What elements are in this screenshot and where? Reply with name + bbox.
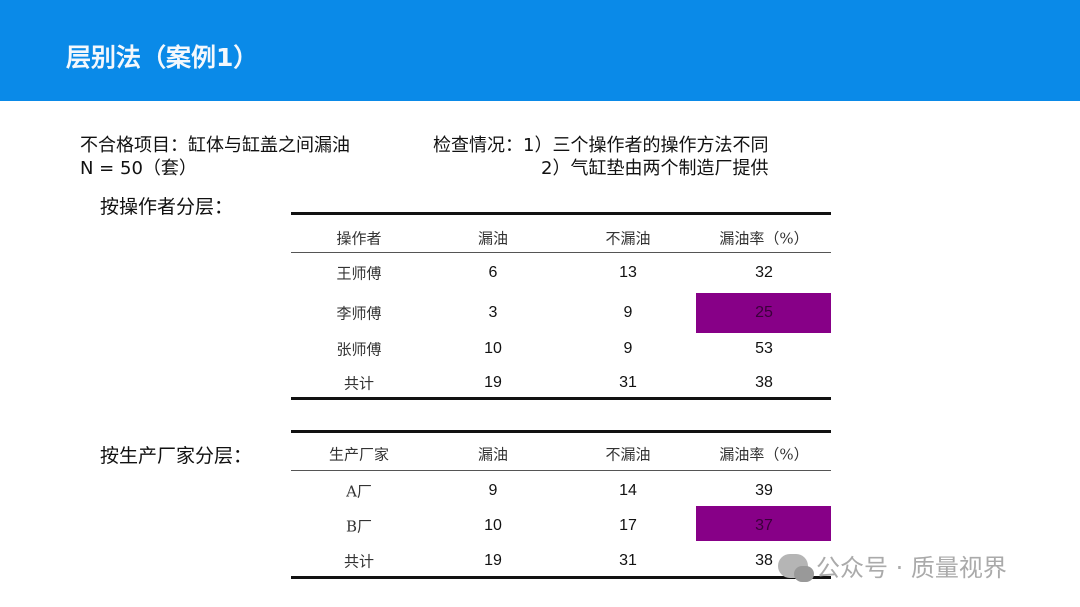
table-cell: 53 (755, 340, 773, 357)
table-cell: 10 (484, 340, 502, 357)
table-cell: 38 (755, 552, 773, 569)
watermark-text: 公众号 · 质量视界 (816, 554, 1007, 582)
table-cell: 3 (488, 304, 498, 321)
sample-size: N = 50（套） (80, 158, 197, 179)
header-bar (0, 0, 1080, 101)
check-note-1: 检查情况：1）三个操作者的操作方法不同 (433, 135, 769, 156)
table-cell: 14 (619, 482, 637, 499)
table-cell: 38 (755, 374, 773, 391)
highlight-cell (696, 506, 831, 541)
table-top-rule (291, 430, 831, 433)
table-cell: 9 (623, 304, 633, 321)
table-cell: 13 (619, 264, 637, 281)
column-header: 不漏油 (605, 229, 651, 248)
table-cell: 9 (623, 340, 633, 357)
slide-title: 层别法（案例1） (66, 43, 259, 72)
table-cell: 17 (619, 517, 637, 534)
table-cell: 31 (619, 374, 637, 391)
column-header: 生产厂家 (328, 445, 389, 464)
table-cell: 李师傅 (336, 304, 382, 323)
wechat-icon (778, 553, 814, 582)
watermark: 公众号 · 质量视界 (778, 548, 1007, 583)
table-cell: B厂 (345, 517, 373, 536)
table-cell: 共计 (343, 374, 374, 393)
table-cell: 19 (484, 552, 502, 569)
table-cell: 32 (755, 264, 773, 281)
table2-label: 按生产厂家分层： (100, 445, 253, 467)
column-header: 漏油 (477, 445, 508, 464)
column-header: 漏油 (477, 229, 508, 248)
table-top-rule (291, 212, 831, 215)
table-cell: 6 (488, 264, 498, 281)
column-header: 操作者 (336, 229, 382, 248)
table-cell: 25 (755, 304, 773, 321)
table-cell: 31 (619, 552, 637, 569)
table-cell: 共计 (343, 552, 374, 571)
table-cell: 10 (484, 517, 502, 534)
check-note-2: 2）气缸垫由两个制造厂提供 (541, 158, 769, 179)
defect-item: 不合格项目：缸体与缸盖之间漏油 (80, 135, 350, 156)
column-header: 漏油率（%） (719, 229, 809, 248)
table-cell: 王师傅 (336, 264, 382, 283)
column-header: 不漏油 (605, 445, 651, 464)
table-bottom-rule (291, 397, 831, 400)
table1-label: 按操作者分层： (100, 196, 234, 218)
table-cell: 9 (488, 482, 498, 499)
table-cell: A厂 (346, 482, 372, 501)
table-cell: 19 (484, 374, 502, 391)
table-header-rule (291, 470, 831, 471)
highlight-cell (696, 293, 831, 333)
table-header-rule (291, 252, 831, 253)
table-bottom-rule (291, 576, 831, 579)
table-cell: 37 (755, 517, 773, 534)
table-cell: 张师傅 (336, 340, 382, 359)
table-cell: 39 (755, 482, 773, 499)
column-header: 漏油率（%） (719, 445, 809, 464)
